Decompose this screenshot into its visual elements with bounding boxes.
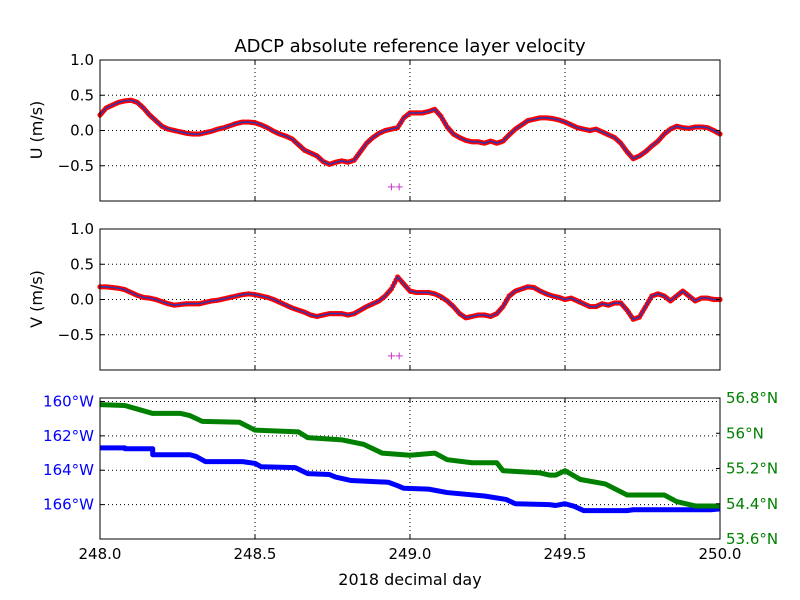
- position-tracks: [99, 402, 721, 514]
- position-axes-frame: [99, 397, 721, 540]
- latitude-tick-label: 54.4°N: [726, 495, 778, 513]
- v-y-ticks: −0.5 0.0 0.5 1.0: [58, 220, 721, 370]
- longitude-track: [100, 445, 721, 514]
- latitude-tick-label: 56.8°N: [726, 389, 778, 407]
- y-tick-label: −0.5: [58, 326, 94, 344]
- x-tick-label: 249.0: [389, 545, 432, 563]
- y-tick-label: −0.5: [58, 157, 94, 175]
- latitude-track: [99, 402, 720, 509]
- x-tick-label: 248.0: [79, 545, 122, 563]
- smoothed-line: [99, 99, 721, 166]
- v-velocity-panel: −0.5 0.0 0.5 1.0 V (m/s): [27, 220, 723, 371]
- longitude-tick-label: 166°W: [43, 496, 94, 514]
- plus-marker: [387, 183, 395, 191]
- longitude-tick-label: 160°W: [43, 392, 94, 410]
- y-tick-label: 1.0: [70, 220, 94, 238]
- smoothed-line: [100, 275, 720, 321]
- v-grid: [100, 229, 720, 370]
- plus-marker: [387, 352, 395, 360]
- u-y-axis-label: U (m/s): [27, 101, 46, 160]
- v-data-points: [97, 274, 723, 322]
- u-data-points: [97, 97, 723, 167]
- u-velocity-panel: −0.5 0.0 0.5 1.0 U (m/s): [27, 51, 723, 202]
- latitude-tick-label: 55.2°N: [726, 460, 778, 478]
- y-tick-label: 0.5: [70, 255, 94, 273]
- plus-marker: [395, 352, 403, 360]
- v-y-axis-label: V (m/s): [27, 270, 46, 328]
- v-axes-frame: [99, 228, 721, 371]
- x-tick-label: 249.5: [544, 545, 587, 563]
- x-tick-label: 248.5: [234, 545, 277, 563]
- v-flag-markers: [387, 352, 403, 360]
- plus-marker: [395, 183, 403, 191]
- y-tick-label: 1.0: [70, 51, 94, 69]
- longitude-tick-label: 162°W: [43, 427, 94, 445]
- latitude-tick-label: 53.6°N: [726, 530, 778, 548]
- latitude-tick-label: 56°N: [726, 424, 764, 442]
- y-tick-label: 0.0: [70, 122, 94, 140]
- x-axis-label: 2018 decimal day: [338, 570, 481, 589]
- y-tick-label: 0.0: [70, 291, 94, 309]
- latitude-ticks: 53.6°N 54.4°N 55.2°N 56°N 56.8°N: [716, 389, 778, 548]
- u-flag-markers: [387, 183, 403, 191]
- chart-title: ADCP absolute reference layer velocity: [234, 36, 586, 57]
- x-tick-label: 250.0: [699, 545, 742, 563]
- longitude-ticks: 160°W 162°W 164°W 166°W: [43, 392, 104, 514]
- position-grid: [100, 398, 720, 539]
- u-grid: [100, 60, 720, 201]
- u-y-ticks: −0.5 0.0 0.5 1.0: [58, 51, 721, 201]
- longitude-tick-label: 164°W: [43, 461, 94, 479]
- y-tick-label: 0.5: [70, 86, 94, 104]
- u-axes-frame: [99, 59, 721, 202]
